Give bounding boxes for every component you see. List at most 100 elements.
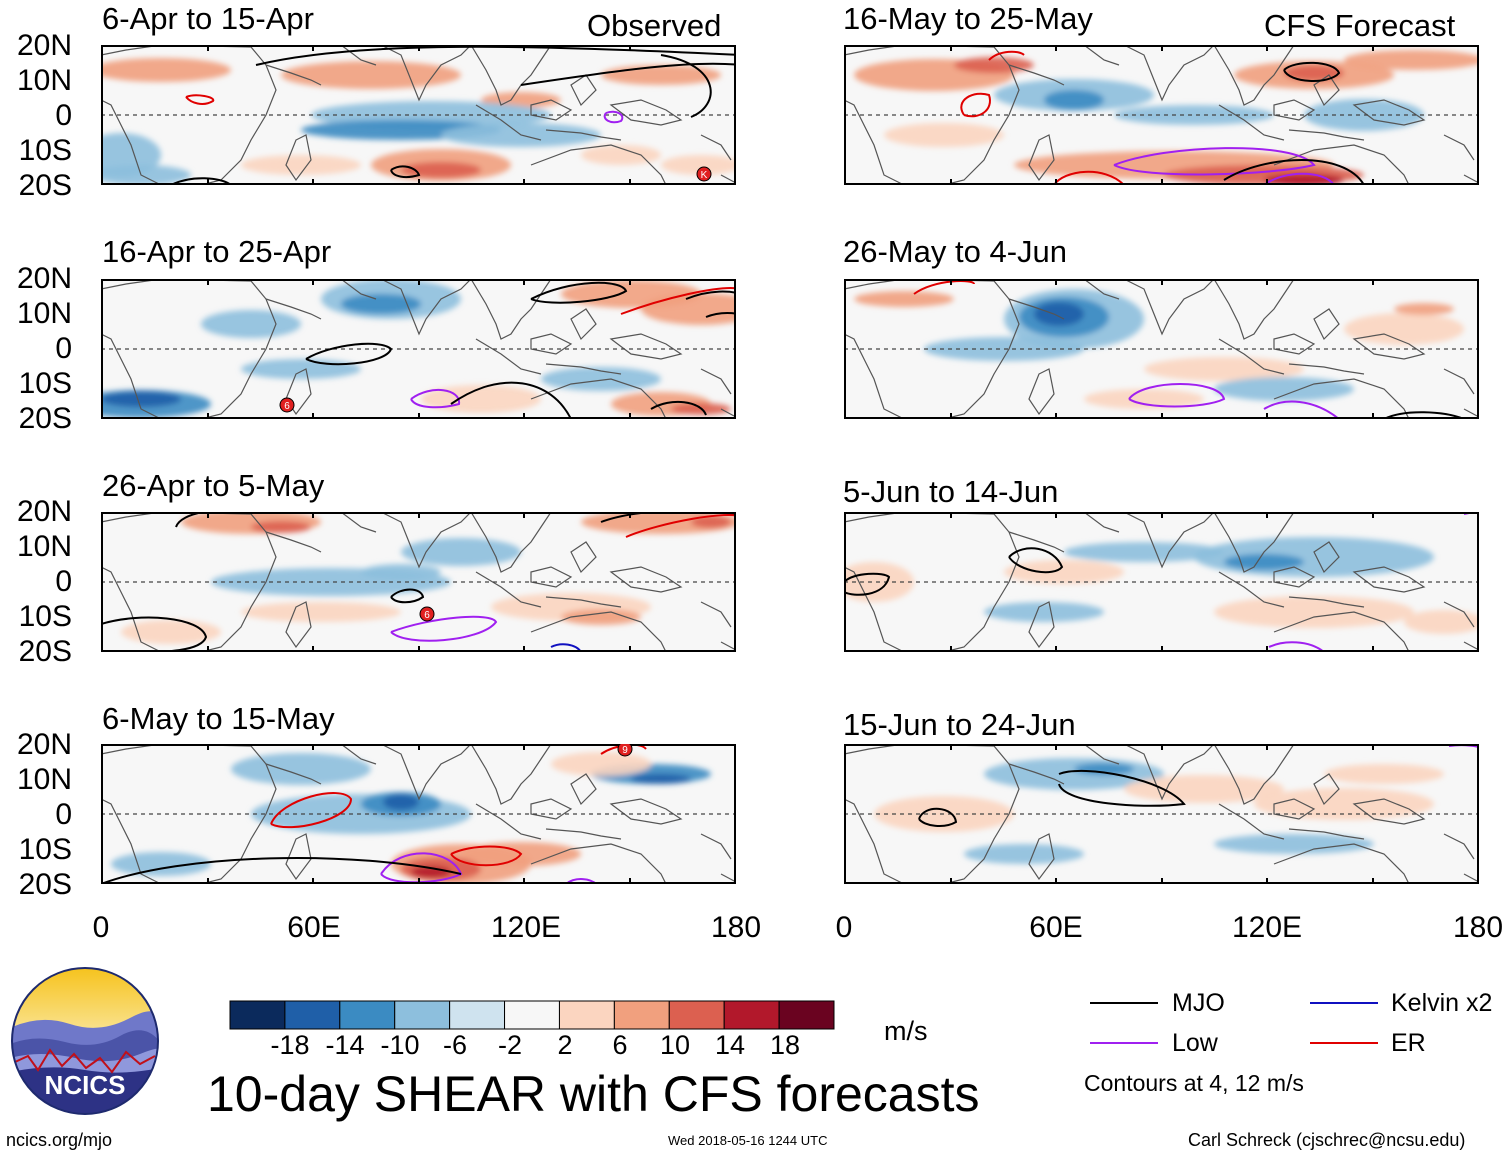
coastline <box>1028 601 1055 649</box>
contour-line <box>620 287 736 315</box>
coastline <box>340 744 377 765</box>
lat-label: 10S <box>18 134 72 167</box>
coastline <box>380 744 472 801</box>
colorbar-swatch <box>558 1000 615 1030</box>
coastline <box>1218 571 1285 608</box>
coastline <box>1008 298 1065 320</box>
colorbar-swatch <box>449 1000 506 1030</box>
shear-anomaly-blob <box>101 391 181 407</box>
contour-line <box>988 50 1025 61</box>
lat-label: 10S <box>18 600 72 633</box>
lon-label: 60E <box>1029 911 1083 944</box>
shear-anomaly-blob <box>1194 537 1434 577</box>
contour-line <box>101 857 462 884</box>
tropical-cyclone-icon: 6 <box>419 606 435 622</box>
coastline <box>1273 611 1410 652</box>
shear-anomaly-blob <box>884 123 1004 147</box>
shear-anomaly-blob <box>401 538 521 566</box>
shear-anomaly-blob <box>854 291 954 307</box>
contour-line <box>1283 61 1341 82</box>
contour-line <box>685 290 736 300</box>
coastline <box>530 144 667 185</box>
panel-content <box>101 279 736 419</box>
contour-line <box>1223 159 1365 185</box>
tropical-cyclone-icon <box>696 166 712 182</box>
coastline <box>545 363 622 375</box>
coastline <box>1313 308 1340 341</box>
colorbar-swatch <box>504 1000 560 1030</box>
coastline <box>340 45 377 66</box>
coastline <box>475 338 542 375</box>
coastline <box>1083 45 1120 66</box>
shear-anomaly-blob <box>1394 303 1454 315</box>
colorbar-label: 2 <box>557 1030 573 1060</box>
contour-line <box>844 572 891 596</box>
coastline <box>700 368 732 395</box>
tropical-cyclone-label: 9 <box>622 745 628 756</box>
colorbar-swatch <box>284 1000 341 1030</box>
shear-anomaly-blob <box>1324 764 1444 784</box>
lat-label: 10S <box>18 367 72 400</box>
shear-anomaly-blob <box>1214 377 1354 401</box>
footer-center: Wed 2018-05-16 1244 UTC <box>668 1133 828 1148</box>
coastline <box>1273 798 1316 820</box>
shear-anomaly-blob <box>401 162 481 178</box>
legend-label-kelvin: Kelvin x2 <box>1391 989 1493 1017</box>
coastline <box>1028 368 1055 416</box>
coastline <box>470 744 552 805</box>
contour-line <box>1128 383 1226 408</box>
coastline <box>1313 74 1340 107</box>
coastline <box>265 298 322 320</box>
colorbar-label: -6 <box>442 1030 467 1060</box>
coastline <box>609 99 683 126</box>
tropical-cyclone-icon: 9 <box>617 744 633 757</box>
coastline <box>470 512 552 573</box>
shear-anomaly-blob <box>954 57 1034 73</box>
shear-anomaly-blob <box>361 564 441 580</box>
tropical-cyclone-icon: K <box>696 166 712 182</box>
coastline <box>530 843 667 884</box>
map-panel-6 <box>844 279 1479 419</box>
colorbar-label: -14 <box>325 1030 365 1060</box>
coastline <box>1443 601 1475 628</box>
contour-line <box>1268 641 1325 652</box>
coastline <box>265 531 322 553</box>
colorbar-swatch <box>229 1000 286 1030</box>
panel-content <box>844 45 1479 185</box>
shear-anomaly-blob <box>541 367 661 391</box>
coastline <box>285 134 312 182</box>
lat-label: 20S <box>18 868 72 901</box>
ncics-logo: NCICS <box>11 967 159 1115</box>
shear-anomaly-blob <box>1034 302 1084 326</box>
colorbar-label: -18 <box>270 1030 310 1060</box>
contour-line <box>390 165 421 179</box>
shear-anomaly-blob <box>1114 105 1274 125</box>
lat-label: 0 <box>55 99 72 132</box>
shear-anomaly-blob <box>1144 357 1304 381</box>
coastline <box>570 541 597 574</box>
coastline <box>1028 134 1055 182</box>
shear-anomaly-blob <box>241 602 401 622</box>
coastline <box>1213 45 1295 106</box>
shear-anomaly-blob <box>101 58 231 82</box>
coastline <box>285 833 312 881</box>
contour-line <box>918 807 958 827</box>
lat-label: 10N <box>16 763 72 796</box>
tropical-cyclone-icon: 6 <box>279 397 295 413</box>
panel-title-7: 5-Jun to 14-Jun <box>843 474 1059 509</box>
contour-line <box>410 388 461 409</box>
shear-anomaly-blob <box>984 602 1104 622</box>
shear-anomaly-blob <box>1224 554 1304 570</box>
coastline <box>1273 333 1316 355</box>
contour-line <box>1008 547 1064 574</box>
shear-anomaly-blob <box>1004 560 1124 584</box>
contour-line <box>1263 400 1340 419</box>
panel-content <box>101 512 736 652</box>
panel-title-1: 6-Apr to 15-Apr <box>102 1 314 36</box>
colorbar-swatch <box>668 1000 725 1030</box>
coastline <box>1273 566 1316 588</box>
coastline <box>1213 512 1295 573</box>
contour-line <box>960 92 991 118</box>
coastline <box>530 798 573 820</box>
lat-label: 10N <box>16 64 72 97</box>
